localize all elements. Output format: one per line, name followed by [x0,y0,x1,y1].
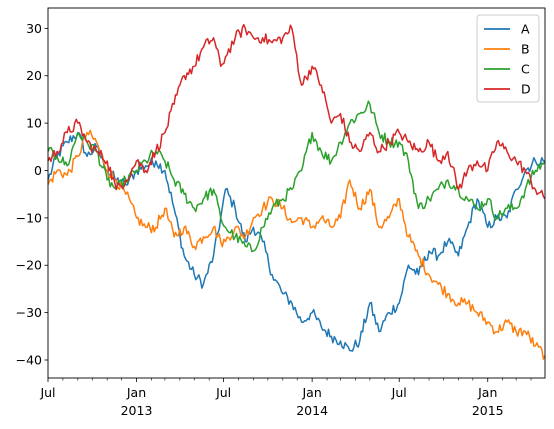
x-tick-label: Jul [215,385,231,400]
series-layer [47,23,546,360]
x-tick-label: Jan [301,385,321,400]
series-line-B [47,129,546,360]
y-tick-label: −20 [16,258,42,273]
y-tick-label: −40 [16,352,42,367]
x-tick-year-label: 2013 [121,403,153,418]
plot-frame [47,7,546,379]
series-line-D [47,23,546,200]
y-tick-label: −10 [16,210,42,225]
x-tick-year-label: 2015 [472,403,504,418]
x-tick-label: Jan [477,385,497,400]
legend-label-B: B [521,42,530,57]
y-tick-label: 30 [26,21,42,36]
legend-label-C: C [521,62,530,77]
y-axis: 30 20 10 0 −10 −20 −30 −40 [16,21,48,367]
x-tick-label: Jul [391,385,407,400]
y-tick-label: 10 [26,116,42,131]
legend-label-A: A [521,22,530,37]
series-line-A [47,131,545,352]
y-tick-label: −30 [16,305,42,320]
x-tick-label: Jul [39,385,55,400]
x-tick-label: Jan [126,385,146,400]
x-tick-year-label: 2014 [296,403,328,418]
legend-label-D: D [521,82,531,97]
y-tick-label: 0 [34,163,42,178]
y-tick-label: 20 [26,68,42,83]
legend-box [476,14,540,103]
x-axis: Jul Jan 2013 Jul Jan 2014 Jul Jan 2015 [39,378,532,418]
